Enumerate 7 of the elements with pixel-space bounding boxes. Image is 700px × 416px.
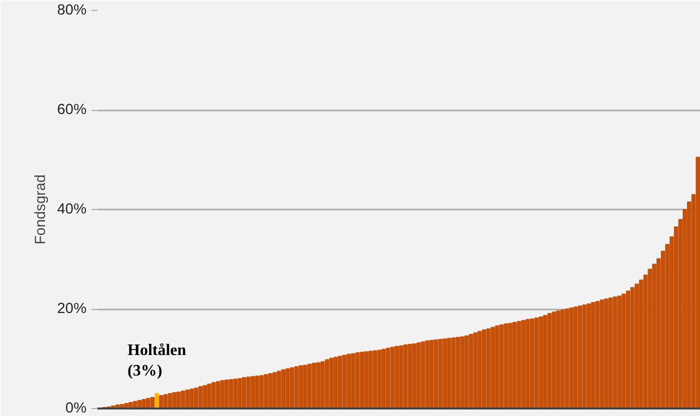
- y-tick-label: 60%: [57, 102, 87, 118]
- data-label: Holtålen (3%): [128, 342, 186, 380]
- y-tick-label: 40%: [57, 202, 87, 218]
- y-tick-label: 0%: [65, 400, 87, 416]
- y-tick-label: 20%: [57, 301, 87, 317]
- y-tick-label: 80%: [57, 2, 87, 18]
- y-axis-title: Fondsgrad: [33, 174, 50, 245]
